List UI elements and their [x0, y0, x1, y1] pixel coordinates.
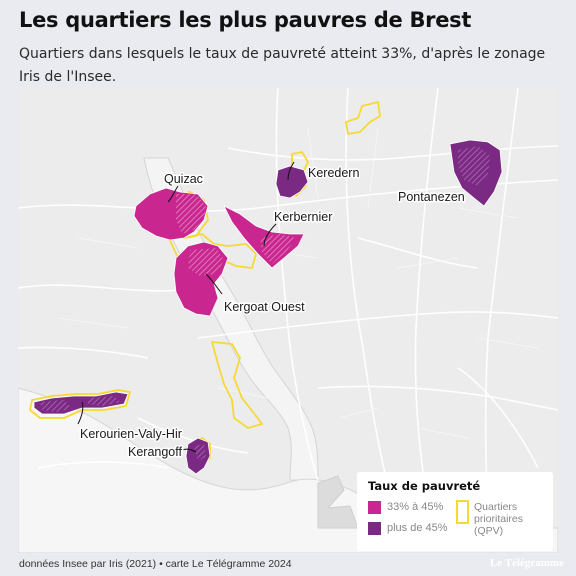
legend-label-over-45: plus de 45%: [387, 522, 448, 534]
legend-swatch-33-45: [368, 501, 381, 514]
zone-keredern: [275, 165, 309, 199]
legend-swatch-over-45: [368, 522, 381, 535]
brest-map: Quizac Keredern Kerbernier Kergoat Ouest…: [18, 88, 558, 553]
map-labels: Quizac Keredern Kerbernier Kergoat Ouest…: [79, 165, 467, 461]
zone-pontanezen-hatch: [458, 146, 490, 186]
leader-lines: [77, 161, 295, 453]
zone-kerbernier-hatch: [260, 234, 296, 264]
map-title: Les quartiers les plus pauvres de Brest: [19, 8, 472, 32]
zone-kerangoff-hatch: [194, 444, 206, 462]
brand-logo: Le Télégramme: [489, 557, 564, 569]
street-network: [18, 88, 558, 529]
qpv-recouvrance: [211, 341, 263, 429]
label-kergoat-ouest: Kergoat Ouest: [224, 300, 305, 314]
qpv-kerourien: [29, 389, 131, 419]
legend-label-33-45: 33% à 45%: [387, 501, 444, 513]
legend-swatch-qpv: [456, 500, 469, 524]
legend-label-qpv: Quartiers prioritaires (QPV): [474, 501, 524, 537]
label-kerangoff: Kerangoff: [128, 445, 183, 459]
label-kerourien: Kerourien-Valy-Hir: [80, 427, 182, 441]
qpv-north: [345, 101, 381, 135]
label-keredern: Keredern: [308, 166, 359, 180]
label-kerbernier: Kerbernier: [274, 210, 332, 224]
source-credit: données Insee par Iris (2021) • carte Le…: [19, 558, 292, 570]
zone-kerourien-hatch: [40, 396, 120, 412]
poverty-zones: [33, 139, 503, 475]
zone-kergoat-hatch: [188, 248, 224, 276]
label-quizac: Quizac: [164, 172, 203, 186]
legend-title: Taux de pauvreté: [368, 479, 481, 493]
zone-quizac-hatch: [176, 194, 206, 234]
map-canvas: Quizac Keredern Kerbernier Kergoat Ouest…: [18, 88, 558, 553]
label-pontanezen: Pontanezen: [398, 190, 465, 204]
map-subtitle: Quartiers dans lesquels le taux de pauvr…: [19, 46, 546, 85]
legend-box: Taux de pauvreté 33% à 45% plus de 45% Q…: [357, 472, 553, 551]
